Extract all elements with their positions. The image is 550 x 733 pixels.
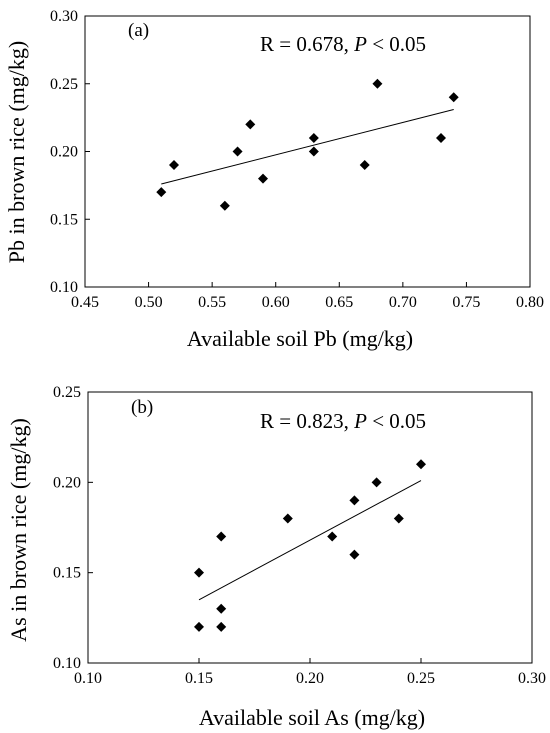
y-tick-label: 0.10 [53, 655, 81, 672]
data-point [282, 513, 293, 524]
data-point [308, 132, 319, 143]
data-point [308, 146, 319, 157]
data-point [359, 160, 370, 171]
y-tick-label: 0.15 [53, 565, 81, 582]
data-point [216, 531, 227, 542]
data-point [194, 621, 204, 632]
data-point [448, 92, 459, 103]
x-axis-title: Available soil Pb (mg/kg) [187, 326, 413, 351]
y-tick-label: 0.25 [50, 76, 78, 93]
data-point [216, 621, 227, 632]
x-tick-label: 0.70 [389, 294, 417, 311]
y-tick-label: 0.25 [53, 384, 81, 401]
y-axis-title: Pb in brown rice (mg/kg) [4, 41, 29, 263]
x-tick-label: 0.65 [325, 294, 353, 311]
x-axis-title: Available soil As (mg/kg) [199, 705, 425, 730]
data-point [216, 603, 227, 614]
y-tick-label: 0.30 [50, 8, 78, 25]
data-point [258, 173, 268, 184]
x-tick-label: 0.50 [135, 294, 163, 311]
data-point [194, 567, 204, 578]
data-point [349, 495, 360, 506]
y-axis-title: As in brown rice (mg/kg) [6, 418, 31, 642]
data-point [169, 160, 179, 171]
data-point [372, 78, 383, 89]
y-tick-label: 0.15 [50, 211, 78, 228]
x-tick-label: 0.55 [198, 294, 226, 311]
correlation-annotation: R = 0.823, P < 0.05 [260, 409, 426, 433]
x-tick-label: 0.25 [407, 670, 435, 687]
data-point [232, 146, 243, 157]
data-point [156, 187, 167, 198]
data-point [219, 200, 230, 211]
data-point [327, 531, 338, 542]
regression-line [198, 480, 422, 601]
regression-line [161, 109, 454, 185]
correlation-annotation: R = 0.678, P < 0.05 [260, 32, 426, 56]
y-tick-label: 0.20 [50, 144, 78, 161]
x-tick-label: 0.75 [452, 294, 480, 311]
scatter-panel-a: (a) R = 0.678, P < 0.05 Available soil P… [4, 8, 544, 351]
x-tick-label: 0.30 [518, 670, 546, 687]
y-tick-label: 0.20 [53, 474, 81, 491]
y-tick-label: 0.10 [50, 279, 78, 296]
data-point [416, 459, 426, 470]
data-point [436, 132, 446, 143]
scatter-panel-b: (b) R = 0.823, P < 0.05 Available soil A… [6, 384, 546, 730]
data-point [245, 119, 256, 130]
data-point [349, 549, 360, 560]
data-point [371, 477, 382, 488]
x-tick-label: 0.20 [296, 670, 324, 687]
x-tick-label: 0.45 [71, 294, 99, 311]
panel-label: (a) [128, 20, 149, 41]
panel-label: (b) [131, 397, 153, 418]
x-tick-label: 0.60 [262, 294, 290, 311]
x-tick-label: 0.10 [74, 670, 102, 687]
data-point [393, 513, 404, 524]
x-tick-label: 0.80 [516, 294, 544, 311]
x-tick-label: 0.15 [185, 670, 213, 687]
plot-frame [84, 15, 531, 288]
